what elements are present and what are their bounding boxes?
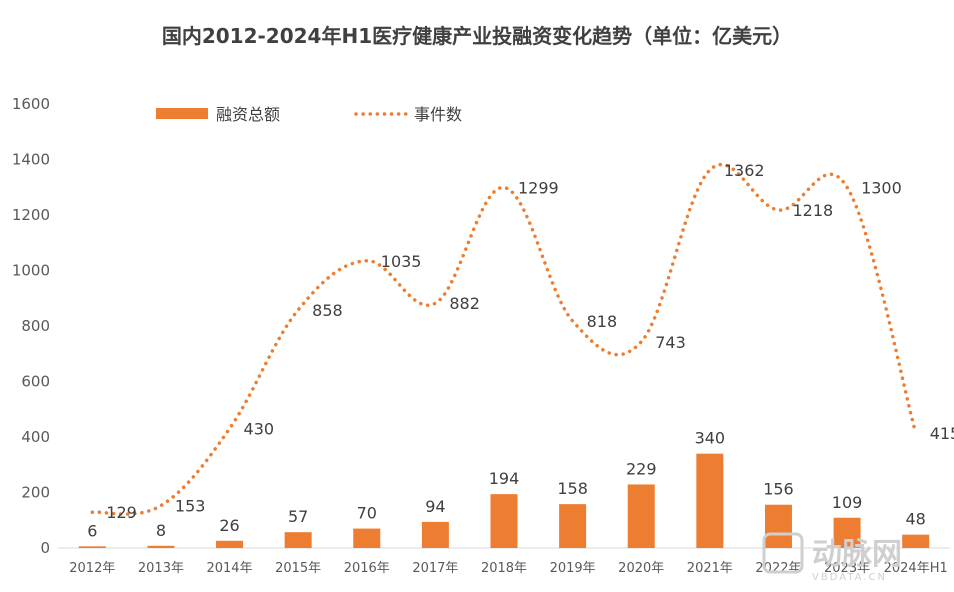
line-data-label: 818 [587,312,618,331]
x-tick-label: 2015年 [275,561,321,576]
line-data-label: 1299 [518,179,559,198]
x-tick-label: 2012年 [69,561,115,576]
bar [833,517,861,548]
bar-data-labels: 6 8 26 57 70 94 194 158 229 340 156 109 48 [87,429,926,541]
x-tick-label: 2023年 [824,561,870,576]
line-data-label: 743 [655,333,686,352]
y-tick-label: 1400 [12,151,50,169]
x-tick-label: 2013年 [138,561,184,576]
bar [421,521,449,548]
line-data-label: 1300 [861,178,902,197]
line-data-label: 1362 [724,161,765,180]
bar-data-label: 229 [626,459,657,478]
bar-data-label: 57 [288,507,308,526]
bar [627,484,655,548]
bar-data-label: 94 [425,497,445,516]
x-tick-label: 2021年 [687,561,733,576]
bar [216,540,244,548]
bar [490,494,518,548]
x-tick-label: 2017年 [412,561,458,576]
bar-data-label: 156 [763,480,794,499]
y-tick-label: 200 [21,484,50,502]
watermark: 动脉网 VBDATA.CN [762,532,902,583]
bar [284,532,312,548]
line-data-label: 882 [449,294,480,313]
bar-data-label: 109 [832,493,863,512]
line-data-label: 1218 [792,201,833,220]
bar-data-label: 48 [906,510,926,529]
legend: 融资总额 事件数 [156,105,462,124]
y-tick-label: 400 [21,428,50,446]
line-data-label: 430 [244,420,275,439]
line-data-label: 858 [312,301,343,320]
bar [764,504,792,548]
bar-data-label: 8 [156,521,166,540]
bar [78,546,106,548]
legend-item-bar: 融资总额 [156,105,280,124]
legend-label-line: 事件数 [414,105,462,124]
line-data-label: 153 [175,497,206,516]
watermark-logo-icon [762,532,804,574]
x-tick-label: 2024年H1 [884,561,948,576]
bar-series [78,453,930,548]
bar-data-label: 26 [219,516,239,535]
line-data-labels: 129 153 430 858 1035 882 1299 818 743 1362 1218 130… [106,161,954,522]
y-tick-label: 0 [40,539,50,557]
bar-data-label: 6 [87,521,97,540]
legend-label-bar: 融资总额 [216,105,280,124]
y-tick-label: 1600 [12,95,50,113]
x-tick-label: 2016年 [344,561,390,576]
y-tick-label: 600 [21,373,50,391]
legend-swatch-bar [156,108,208,119]
x-tick-label: 2019年 [550,561,596,576]
y-tick-label: 1200 [12,206,50,224]
x-tick-label: 2014年 [206,561,252,576]
bar-data-label: 340 [695,429,726,448]
line-data-label: 1035 [381,252,422,271]
bar-data-label: 70 [357,504,377,523]
y-axis: 0 200 400 600 800 1000 1200 1400 1600 [12,95,50,557]
bar-data-label: 158 [557,479,588,498]
watermark-text: 动脉网 [812,537,902,572]
bar [147,545,175,548]
bar [696,453,724,548]
x-tick-label: 2018年 [481,561,527,576]
chart-title: 国内2012-2024年H1医疗健康产业投融资变化趋势（单位：亿美元） [161,24,793,48]
bar [353,528,381,548]
line-data-label: 129 [106,503,137,522]
bar [902,534,930,548]
bar-data-label: 194 [489,469,520,488]
line-data-label: 415 [930,424,954,443]
y-tick-label: 1000 [12,262,50,280]
watermark-subtext: VBDATA.CN [812,572,887,583]
x-tick-label: 2020年 [618,561,664,576]
bar [559,504,587,548]
legend-item-line: 事件数 [354,105,462,124]
y-tick-label: 800 [21,317,50,335]
